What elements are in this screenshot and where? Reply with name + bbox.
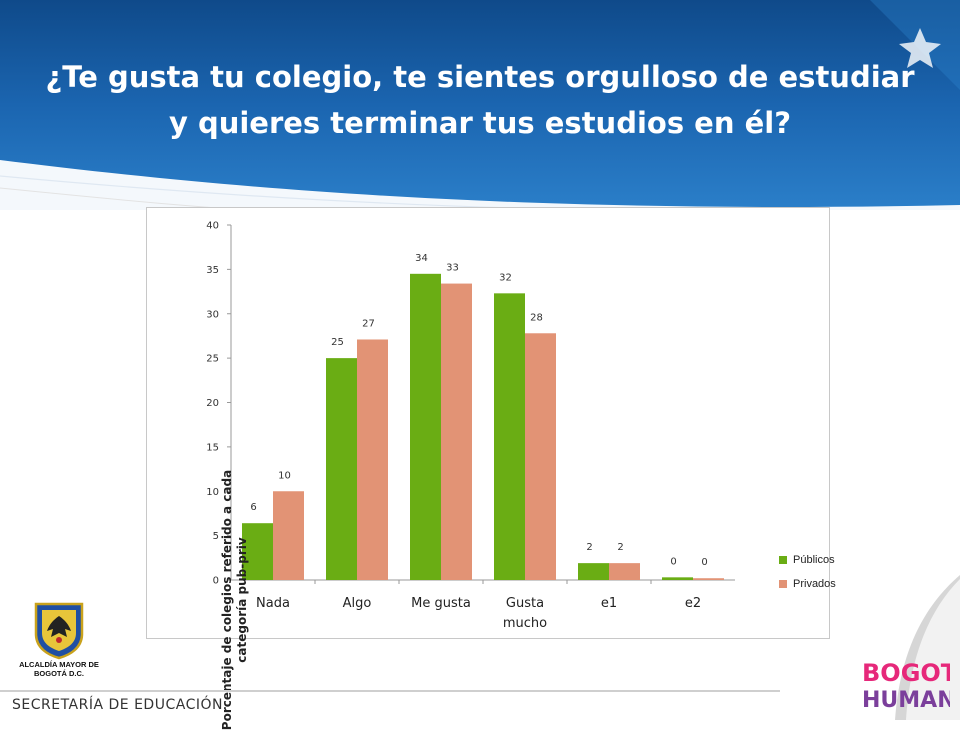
y-tick-label: 35 [206,265,219,276]
header-decoration [0,0,960,210]
data-label: 0 [670,556,676,567]
y-tick-label: 25 [206,354,219,365]
page-curl-decoration [895,575,960,720]
x-tick-label: Algo [343,596,372,611]
bar-privados [273,491,304,580]
bar-privados [357,339,388,580]
slide-title: ¿Te gusta tu colegio, te sientes orgullo… [45,60,915,140]
data-label: 6 [250,502,256,513]
bar-publicos [326,358,357,580]
brand-logo-bottom-text: HUMANA [862,688,950,713]
crest-icon [34,602,84,660]
data-label: 0 [701,557,707,568]
bar-publicos [494,293,525,580]
footer-text: SECRETARÍA DE EDUCACIÓN [12,697,223,713]
crest-caption: ALCALDÍA MAYOR DE BOGOTÁ D.C. [19,660,99,678]
y-tick-label: 0 [213,576,219,587]
x-tick-label: mucho [503,616,547,631]
y-tick-label: 10 [206,487,219,498]
bar-publicos [242,523,273,580]
chart-container: 0 5 10 15 20 25 30 35 40 Nada 6 10 Algo 25 27 Me gusta 3… [146,207,836,730]
data-label: 27 [362,318,375,329]
legend-swatch-privados [779,580,787,588]
data-label: 33 [446,263,459,274]
data-label: 28 [530,312,543,323]
bar-publicos [578,563,609,580]
brand-logo-top-text: BOGOTÁ [862,658,950,687]
legend-swatch-publicos [779,556,787,564]
data-label: 34 [415,253,428,264]
x-tick-label: e1 [601,596,617,611]
data-label: 2 [586,542,592,553]
x-tick-label: e2 [685,596,701,611]
y-tick-label: 20 [206,398,219,409]
legend-label-publicos: Públicos [793,554,835,566]
y-tick-label: 30 [206,309,219,320]
legend-label-privados: Privados [793,578,836,590]
y-tick-label: 5 [213,531,219,542]
chart-legend: Públicos Privados [779,548,836,596]
data-label: 25 [331,337,344,348]
y-tick-label: 40 [206,221,219,232]
x-tick-label: Nada [256,596,290,611]
bar-privados [609,563,640,580]
y-tick-label: 15 [206,442,219,453]
footer-divider [0,690,780,692]
x-tick-label: Gusta [506,596,544,611]
data-label: 2 [617,542,623,553]
bogota-humana-logo: BOGOTÁ HUMANA [862,658,950,713]
slide-header: ¿Te gusta tu colegio, te sientes orgullo… [0,0,960,210]
bar-privados [441,283,472,580]
bar-publicos [410,273,441,580]
bar-privados [693,578,724,580]
x-tick-label: Me gusta [411,596,471,611]
data-label: 10 [278,470,291,481]
legend-item-publicos: Públicos [779,548,836,572]
bar-publicos [662,577,693,580]
legend-item-privados: Privados [779,572,836,596]
bar-privados [525,333,556,580]
data-label: 32 [499,272,512,283]
y-axis-label: Porcentaje de colegios referido a cada c… [220,469,249,731]
